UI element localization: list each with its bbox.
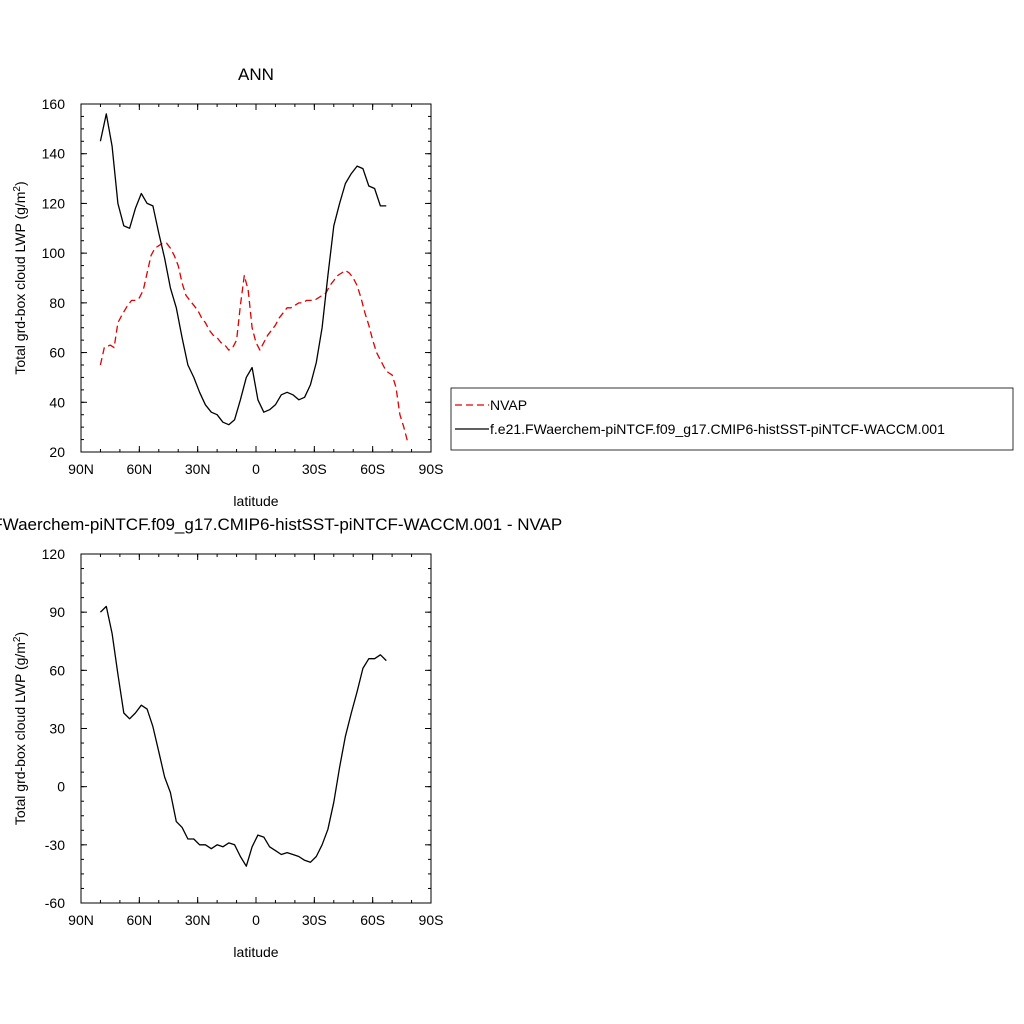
x-tick-label: 60N bbox=[126, 912, 152, 928]
series-line-2 bbox=[99, 113, 387, 426]
y-tick-label: 120 bbox=[42, 546, 66, 562]
y-tick-label: 160 bbox=[42, 96, 66, 112]
legend-label-2: f.e21.FWaerchem-piNTCF.f09_g17.CMIP6-his… bbox=[490, 421, 945, 437]
x-tick-label: 90N bbox=[68, 912, 94, 928]
x-tick-label: 90N bbox=[68, 461, 94, 477]
y-tick-label: 60 bbox=[49, 662, 65, 678]
y-tick-label: 0 bbox=[57, 779, 65, 795]
series-line-1 bbox=[99, 242, 409, 443]
y-tick-label: 90 bbox=[49, 604, 65, 620]
x-tick-label: 60S bbox=[360, 461, 385, 477]
y-tick-label: 100 bbox=[42, 245, 66, 261]
x-tick-label: 30N bbox=[185, 461, 211, 477]
y-tick-label: -60 bbox=[45, 895, 65, 911]
plot-frame bbox=[80, 553, 432, 904]
x-tick-label: 30N bbox=[185, 912, 211, 928]
y-tick-label: 20 bbox=[49, 444, 65, 460]
y-tick-label: 120 bbox=[42, 195, 66, 211]
chart-title: f.e21.FWaerchem-piNTCF.f09_g17.CMIP6-his… bbox=[0, 515, 562, 534]
y-tick-label: 40 bbox=[49, 394, 65, 410]
y-tick-label: 140 bbox=[42, 146, 66, 162]
x-axis-label: latitude bbox=[233, 944, 278, 960]
y-tick-label: -30 bbox=[45, 837, 65, 853]
series-line-1 bbox=[99, 605, 387, 867]
x-tick-label: 30S bbox=[302, 912, 327, 928]
x-tick-label: 90S bbox=[419, 912, 444, 928]
legend-label-1: NVAP bbox=[490, 397, 527, 413]
panel-1: 90N 60N 30N 0 30S 60S 90S 20 40 60 80 100 120 140 160 A… bbox=[12, 65, 1014, 509]
y-tick-label: 60 bbox=[49, 345, 65, 361]
x-axis-label: latitude bbox=[233, 493, 278, 509]
y-axis-label: Total grd-box cloud LWP (g/m2) bbox=[12, 632, 28, 825]
x-tick-label: 30S bbox=[302, 461, 327, 477]
legend-box bbox=[450, 387, 1014, 451]
x-tick-label: 0 bbox=[252, 461, 260, 477]
y-tick-label: 30 bbox=[49, 721, 65, 737]
y-axis-label: Total grd-box cloud LWP (g/m2) bbox=[12, 181, 28, 374]
x-tick-label: 90S bbox=[419, 461, 444, 477]
panel-2: 90N 60N 30N 0 30S 60S 90S -60 -30 0 30 60 90 120 f.e21… bbox=[0, 515, 562, 960]
plot-frame bbox=[80, 103, 432, 453]
y-tick-label: 80 bbox=[49, 295, 65, 311]
chart-title: ANN bbox=[238, 65, 274, 84]
x-tick-label: 60S bbox=[360, 912, 385, 928]
x-tick-label: 0 bbox=[252, 912, 260, 928]
x-tick-label: 60N bbox=[126, 461, 152, 477]
